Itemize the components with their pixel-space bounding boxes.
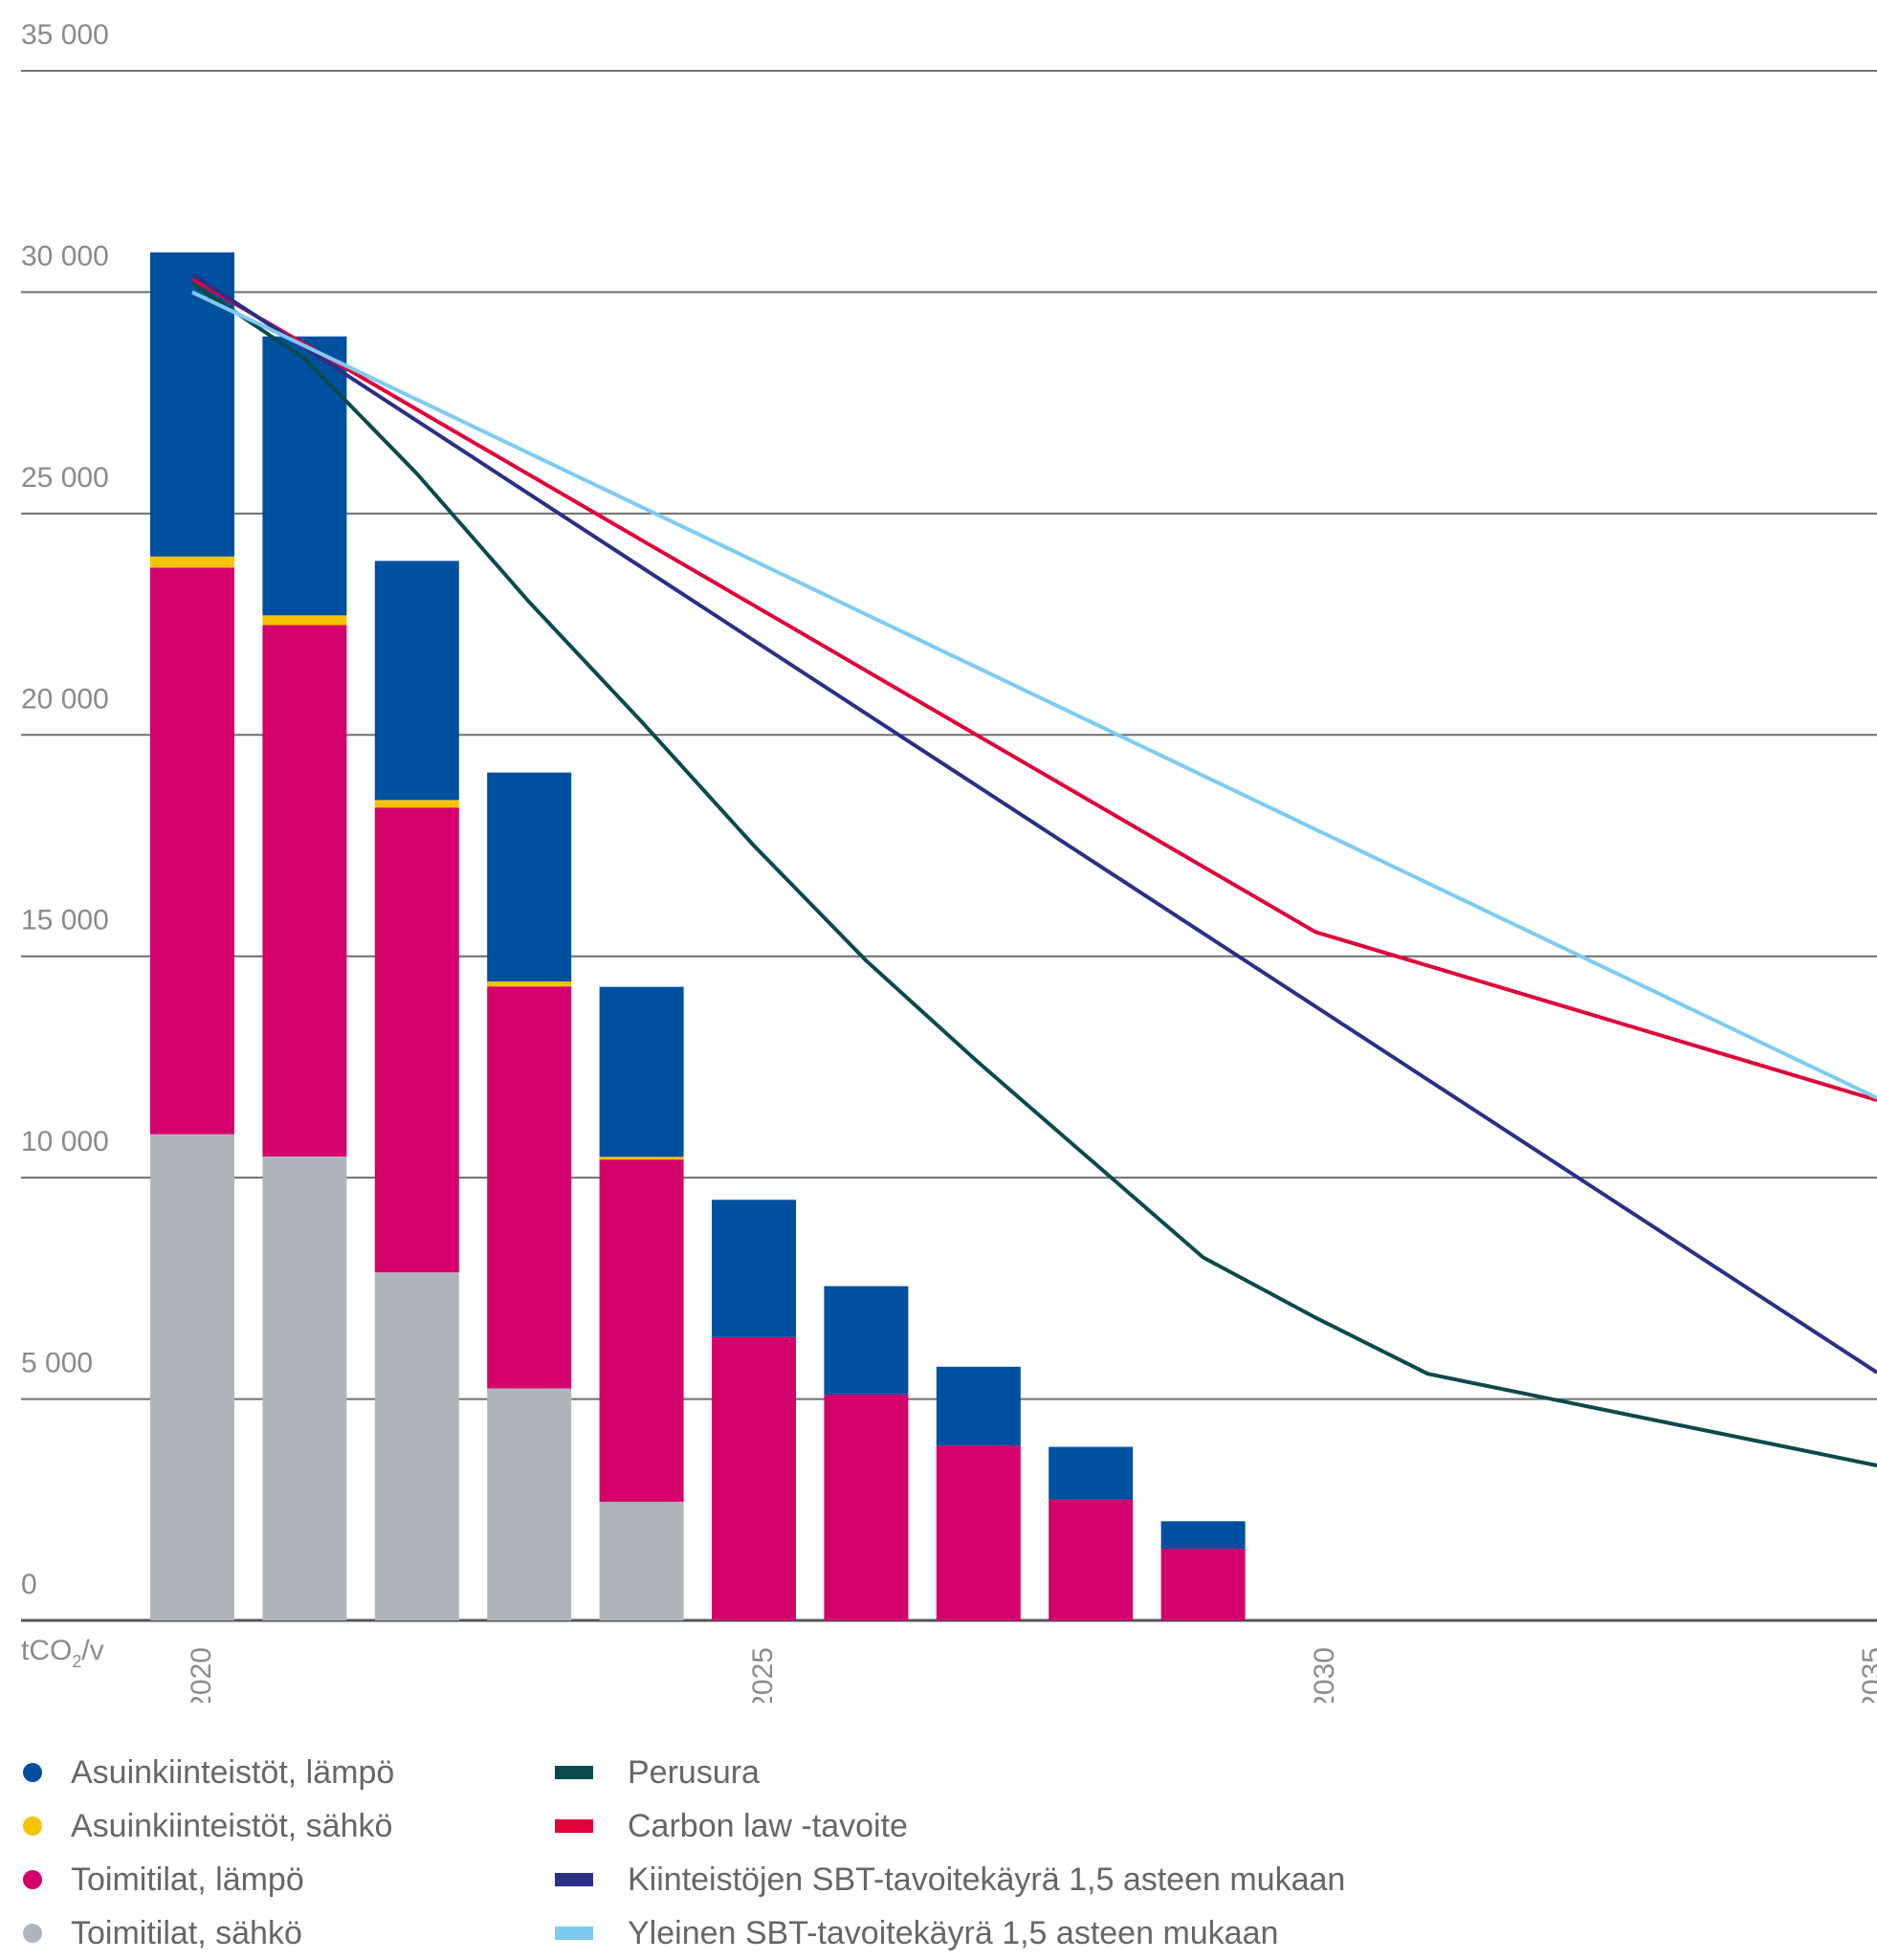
legend-item-toimitilat-sahko: Toimitilat, sähkö — [0, 1906, 394, 1960]
y-axis-unit-label: tCO2/v — [21, 1635, 104, 1671]
bar-segment — [1049, 1446, 1134, 1500]
legend: Asuinkiinteistöt, lämpö Asuinkiinteistöt… — [0, 1746, 1877, 1960]
legend-column-bars: Asuinkiinteistöt, lämpö Asuinkiinteistöt… — [0, 1746, 394, 1960]
series-line — [191, 290, 1877, 1100]
series-line — [190, 273, 1877, 1375]
bar-segment — [374, 807, 459, 1273]
bar-segment — [262, 615, 347, 626]
bar-segment — [599, 986, 684, 1157]
bar-segment — [150, 567, 234, 1134]
legend-column-lines: Perusura Carbon law -tavoite Kiinteistöj… — [553, 1746, 1345, 1960]
y-tick-label: 30 000 — [21, 240, 109, 272]
bar-segment — [712, 1336, 796, 1620]
bar-segment — [487, 986, 572, 1389]
legend-label: Kiinteistöjen SBT-tavoitekäyrä 1,5 astee… — [628, 1861, 1346, 1898]
legend-item-carbon-law: Carbon law -tavoite — [553, 1799, 1345, 1853]
x-tick-label: 2025 — [747, 1647, 779, 1703]
legend-label: Carbon law -tavoite — [628, 1807, 908, 1844]
legend-dot-icon — [23, 1870, 42, 1889]
legend-label: Toimitilat, lämpö — [71, 1861, 304, 1898]
bar-segment — [374, 800, 459, 808]
legend-line-icon — [555, 1819, 593, 1833]
bar-segment — [262, 336, 347, 616]
legend-label: Asuinkiinteistöt, sähkö — [71, 1807, 393, 1844]
bar-segment — [599, 1159, 684, 1502]
legend-line-icon — [555, 1766, 593, 1779]
x-tick-label: 2020 — [186, 1647, 217, 1703]
y-tick-label: 25 000 — [21, 462, 109, 494]
y-tick-label: 0 — [21, 1569, 37, 1600]
legend-item-kiinteistojen-sbt: Kiinteistöjen SBT-tavoitekäyrä 1,5 astee… — [553, 1853, 1345, 1906]
bar-segment — [374, 1272, 459, 1620]
legend-dot-icon — [23, 1817, 42, 1836]
bar-segment — [1160, 1521, 1246, 1550]
bar-segment — [1160, 1549, 1246, 1620]
bar-segment — [150, 1134, 234, 1620]
bar-segment — [712, 1200, 796, 1337]
series-line — [190, 281, 1877, 1467]
target-lines — [190, 273, 1877, 1467]
bar-segment — [487, 772, 572, 982]
unit-main: tCO — [21, 1635, 72, 1666]
bar-segment — [824, 1394, 909, 1620]
x-tick-label: 2035 — [1857, 1647, 1877, 1703]
bar-segment — [599, 1501, 684, 1620]
legend-label: Toimitilat, sähkö — [71, 1914, 302, 1951]
legend-line-icon — [555, 1873, 593, 1886]
bar-segment — [936, 1366, 1021, 1446]
x-tick-label: 2030 — [1309, 1647, 1340, 1703]
bar-segment — [262, 625, 347, 1156]
bar-segment — [262, 1156, 347, 1620]
bar-segment — [824, 1286, 909, 1395]
bar-segment — [374, 561, 459, 801]
legend-dot-icon — [23, 1763, 42, 1782]
legend-item-perusura: Perusura — [553, 1746, 1345, 1799]
stacked-bars — [150, 252, 1246, 1620]
legend-item-yleinen-sbt: Yleinen SBT-tavoitekäyrä 1,5 asteen muka… — [553, 1906, 1345, 1960]
legend-item-toimitilat-lampo: Toimitilat, lämpö — [0, 1853, 394, 1906]
bar-segment — [150, 556, 234, 568]
bar-segment — [487, 1388, 572, 1620]
legend-dot-icon — [23, 1924, 42, 1943]
bar-segment — [936, 1445, 1021, 1620]
bar-segment — [1049, 1499, 1134, 1620]
legend-item-asuin-sahko: Asuinkiinteistöt, sähkö — [0, 1799, 394, 1853]
legend-label: Asuinkiinteistöt, lämpö — [71, 1753, 395, 1791]
bar-segment — [599, 1156, 684, 1160]
y-tick-labels: 0 5 000 10 000 15 000 20 000 25 000 30 000 35 0… — [21, 19, 109, 1600]
emissions-chart: 0 5 000 10 000 15 000 20 000 25 000 30 000 35 0… — [21, 19, 1877, 1703]
y-tick-label: 35 000 — [21, 19, 109, 51]
x-tick-labels: 2020 2025 2030 2035 — [186, 1647, 1877, 1703]
legend-label: Perusura — [628, 1753, 760, 1791]
legend-item-asuin-lampo: Asuinkiinteistöt, lämpö — [0, 1746, 394, 1799]
legend-line-icon — [555, 1927, 593, 1940]
bar-segment — [487, 981, 572, 987]
y-tick-label: 5 000 — [21, 1348, 93, 1379]
legend-label: Yleinen SBT-tavoitekäyrä 1,5 asteen muka… — [628, 1914, 1279, 1951]
y-tick-label: 20 000 — [21, 683, 109, 715]
unit-suffix: /v — [81, 1635, 103, 1666]
series-line — [190, 276, 1877, 1103]
y-tick-label: 10 000 — [21, 1126, 109, 1157]
y-tick-label: 15 000 — [21, 905, 109, 936]
unit-subscript: 2 — [72, 1652, 81, 1671]
